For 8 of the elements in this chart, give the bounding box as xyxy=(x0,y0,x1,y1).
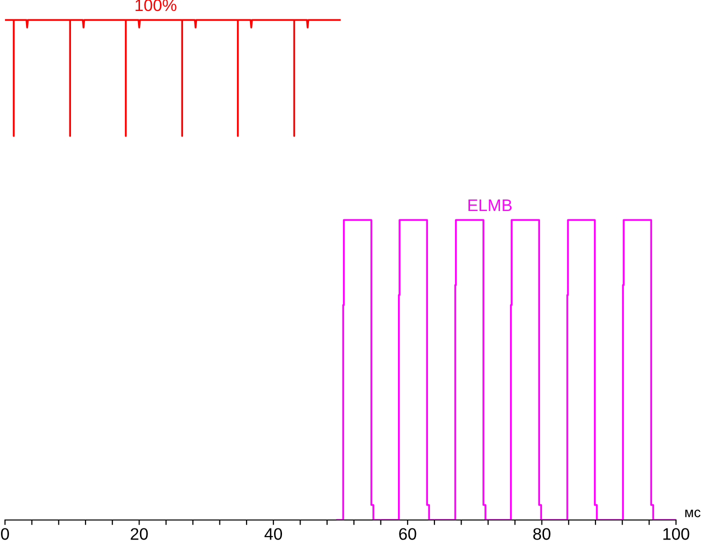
x-tick-label: 60 xyxy=(399,528,416,540)
x-tick-label: 0 xyxy=(1,528,9,540)
x-tick-label: 100 xyxy=(663,528,690,540)
series-label: ELMB xyxy=(468,200,512,211)
x-tick-label: 40 xyxy=(264,528,282,540)
x-tick-label: 20 xyxy=(130,528,148,540)
x-axis-title: мс xyxy=(685,510,700,518)
x-tick-label: 80 xyxy=(533,528,550,540)
